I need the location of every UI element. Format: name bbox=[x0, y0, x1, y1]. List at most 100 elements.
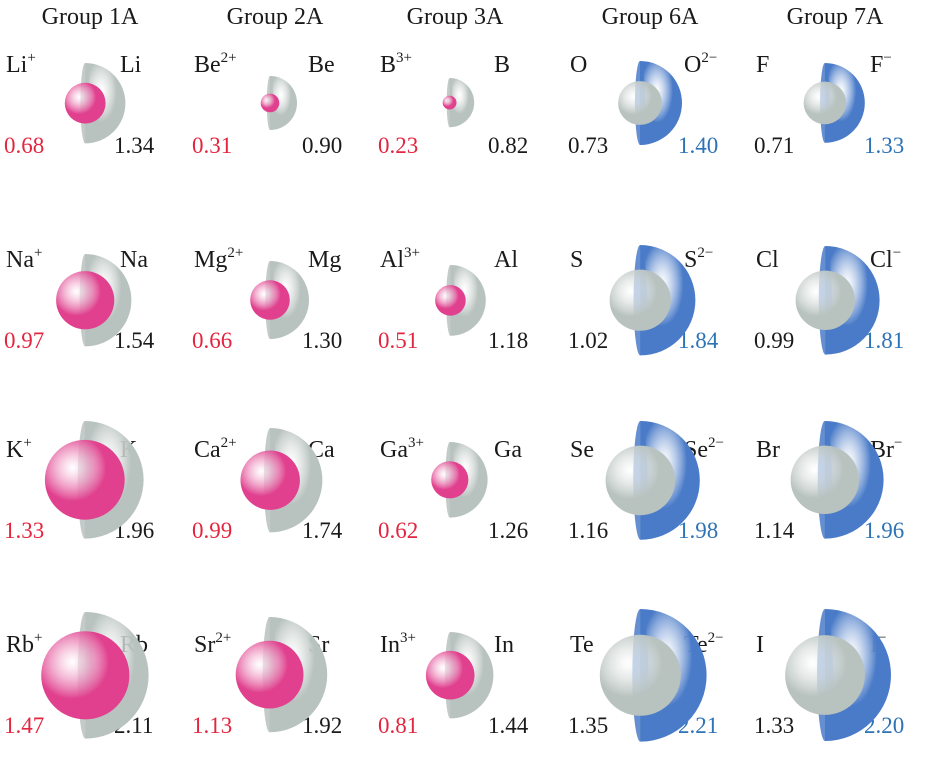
atom-radius-value: 1.14 bbox=[754, 518, 795, 543]
ion-label-symbol: In bbox=[380, 632, 400, 658]
atom-radius-value: 1.18 bbox=[488, 328, 529, 353]
ion-radius-value: 0.66 bbox=[192, 328, 233, 353]
atom-label: Se bbox=[570, 437, 594, 464]
ion-label-symbol: K bbox=[6, 437, 24, 463]
group-header: Group 1A bbox=[41, 4, 139, 30]
ion-radius-value: 1.96 bbox=[864, 518, 905, 543]
ion-label-charge: 2+ bbox=[220, 50, 237, 66]
ion-label: Mg2+ bbox=[194, 245, 244, 274]
atom-in-anion-sphere bbox=[803, 63, 865, 143]
cation-sphere bbox=[45, 440, 125, 520]
ion-label: B3+ bbox=[380, 50, 412, 79]
ion-label-charge: 2+ bbox=[220, 435, 237, 451]
ion-radius-value: 1.40 bbox=[678, 133, 719, 158]
ion-radius-value: 0.31 bbox=[192, 133, 233, 158]
atom-radius-value: 0.73 bbox=[568, 133, 609, 158]
ion-label-charge: 3+ bbox=[396, 50, 412, 66]
ion-radius-value: 1.13 bbox=[192, 713, 233, 738]
ion-label-charge: 2+ bbox=[227, 245, 244, 261]
atom-shell bbox=[449, 78, 475, 128]
ion-radius-value: 0.99 bbox=[192, 518, 233, 543]
atom-label-symbol: In bbox=[494, 632, 514, 658]
group-header: Group 3A bbox=[406, 4, 504, 30]
atom-radius-value: 0.90 bbox=[302, 133, 343, 158]
atom-shell bbox=[449, 442, 488, 518]
ion-radius-value: 0.62 bbox=[378, 518, 419, 543]
atom-radius-value: 0.82 bbox=[488, 133, 529, 158]
ion-radius-value: 1.33 bbox=[864, 133, 905, 158]
atom-radius-value: 1.54 bbox=[114, 328, 155, 353]
atom-shell bbox=[449, 264, 486, 336]
ion-radius-value: 1.81 bbox=[864, 328, 905, 353]
ion-label: K+ bbox=[6, 435, 32, 464]
cation-in-atom-sphere bbox=[240, 427, 323, 533]
atom-sphere bbox=[618, 81, 662, 125]
cation-in-atom-sphere bbox=[260, 76, 297, 130]
cation-sphere bbox=[236, 641, 304, 709]
ion-label-charge: 3+ bbox=[400, 630, 416, 646]
cation-sphere bbox=[425, 650, 475, 700]
ion-label-symbol: Ca bbox=[194, 437, 221, 463]
atom-label: Te bbox=[570, 632, 594, 659]
ion-label: Sr2+ bbox=[194, 630, 231, 659]
atom-label-symbol: Al bbox=[494, 247, 518, 273]
atom-radius-value: 1.30 bbox=[302, 328, 343, 353]
ion-label-charge: 2− bbox=[708, 435, 724, 451]
cation-in-atom-sphere bbox=[64, 62, 126, 144]
atom-in-anion-sphere bbox=[599, 608, 707, 742]
ion-label: Rb+ bbox=[6, 630, 42, 659]
ion-label: Be2+ bbox=[194, 50, 237, 79]
ion-label-symbol: Sr bbox=[194, 632, 216, 658]
cation-sphere bbox=[250, 280, 290, 320]
atom-label-symbol: Br bbox=[756, 437, 780, 463]
cation-in-atom-sphere bbox=[55, 253, 132, 347]
ion-radius-value: 0.81 bbox=[378, 713, 419, 738]
ion-label: In3+ bbox=[380, 630, 416, 659]
ion-label-charge: − bbox=[892, 245, 902, 261]
ion-label: Cl− bbox=[870, 245, 902, 274]
atom-label: O bbox=[570, 52, 587, 79]
ion-label-symbol: B bbox=[380, 52, 397, 78]
ion-label-charge: − bbox=[894, 435, 903, 451]
cation-sphere bbox=[64, 82, 106, 124]
ion-label-symbol: S bbox=[684, 247, 698, 273]
cation-sphere bbox=[431, 461, 469, 499]
cation-in-atom-sphere bbox=[40, 611, 149, 739]
ion-label-symbol: Li bbox=[6, 52, 28, 78]
atom-label-symbol: Ga bbox=[494, 437, 522, 463]
ion-label-symbol: Ga bbox=[380, 437, 408, 463]
ion-label: Ca2+ bbox=[194, 435, 237, 464]
atom-label: Br bbox=[756, 437, 780, 464]
atom-label: Be bbox=[308, 52, 335, 79]
cation-in-atom-sphere bbox=[434, 264, 486, 336]
ion-label-symbol: Na bbox=[6, 247, 34, 273]
atom-label: I bbox=[756, 632, 764, 659]
atom-sphere bbox=[609, 269, 671, 331]
ion-label-charge: + bbox=[23, 435, 32, 451]
ion-label: Li+ bbox=[6, 50, 36, 79]
atom-label: Na bbox=[120, 247, 148, 274]
atom-sphere bbox=[605, 445, 675, 515]
ion-label-charge: + bbox=[27, 50, 36, 66]
atom-sphere bbox=[785, 635, 865, 715]
ion-label-charge: − bbox=[883, 50, 892, 66]
atom-radius-value: 1.74 bbox=[302, 518, 343, 543]
ion-label-symbol: Rb bbox=[6, 632, 35, 658]
atom-label: B bbox=[494, 52, 510, 79]
atom-label: Li bbox=[120, 52, 141, 79]
atom-sphere bbox=[790, 445, 860, 515]
ion-label-charge: 3+ bbox=[407, 435, 424, 451]
ion-label-symbol: O bbox=[684, 52, 702, 78]
cation-in-atom-sphere bbox=[443, 78, 475, 128]
atom-label-symbol: Be bbox=[308, 52, 335, 78]
ion-label-charge: − bbox=[878, 630, 887, 646]
cation-sphere bbox=[40, 630, 130, 720]
ion-radius-value: 0.23 bbox=[378, 133, 419, 158]
atom-label-symbol: Na bbox=[120, 247, 148, 273]
atom-label-symbol: S bbox=[570, 247, 584, 273]
ion-label: S2− bbox=[684, 245, 714, 274]
ion-label-charge: 2− bbox=[697, 245, 714, 261]
atom-radius-value: 0.71 bbox=[754, 133, 795, 158]
group-header: Group 2A bbox=[226, 4, 324, 30]
